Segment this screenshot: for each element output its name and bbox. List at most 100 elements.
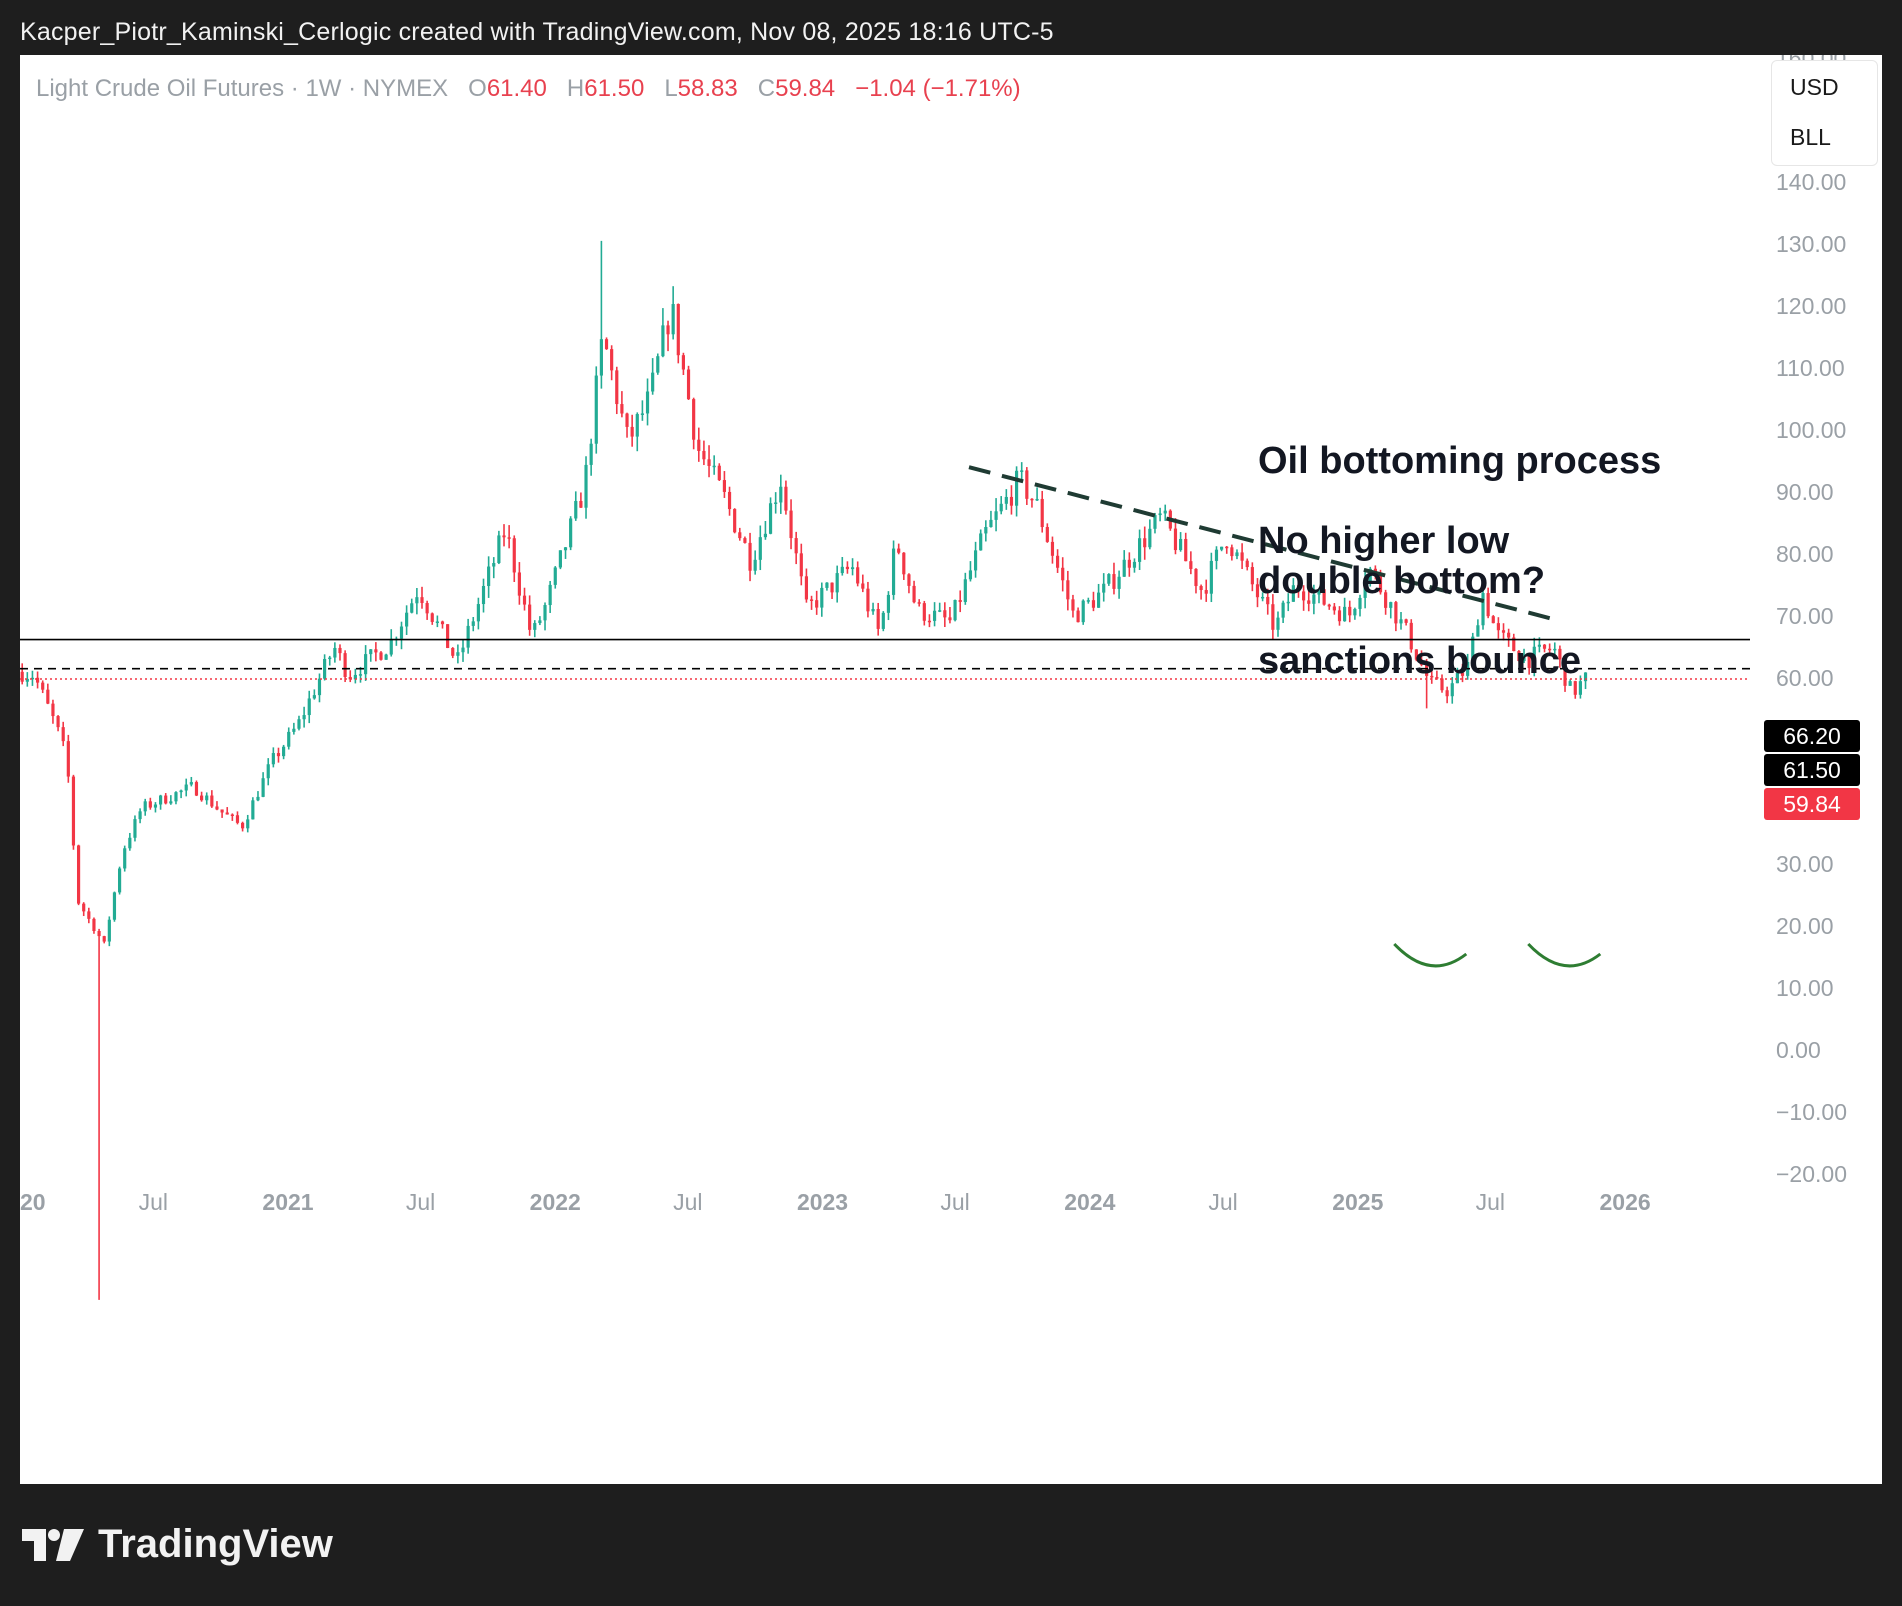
y-axis-tick-label: 80.00 <box>1776 541 1834 567</box>
candle-body <box>809 599 814 601</box>
annotation-double-bottom[interactable]: double bottom? <box>1258 560 1546 602</box>
candle-body <box>1496 623 1500 631</box>
candle-body <box>1568 681 1572 686</box>
x-axis-tick-label: 2024 <box>1064 1189 1115 1215</box>
y-axis-tick-label: 140.00 <box>1776 169 1846 195</box>
annotation-sanctions[interactable]: sanctions bounce <box>1258 640 1582 682</box>
candle-body <box>507 537 511 539</box>
candle-body <box>825 582 829 588</box>
annotation-no-higher-low[interactable]: No higher low <box>1258 520 1510 562</box>
candle-body <box>681 355 685 370</box>
candle-body <box>61 727 65 742</box>
candle-body <box>1281 602 1285 618</box>
candle-body <box>159 795 163 805</box>
candle-body <box>241 822 245 829</box>
candle-body <box>384 654 388 660</box>
candle-body <box>92 918 96 932</box>
candle-body <box>25 678 29 682</box>
candle-body <box>117 868 122 893</box>
candle-body <box>164 795 168 804</box>
candle-body <box>1163 510 1167 514</box>
candle-body <box>1004 496 1008 504</box>
candle-body <box>615 370 619 405</box>
candle-body <box>425 603 429 614</box>
candle-body <box>1517 651 1521 662</box>
y-axis-tick-label: 110.00 <box>1776 355 1845 381</box>
candle-body <box>748 542 752 571</box>
y-axis-tick-label: 30.00 <box>1776 851 1834 877</box>
x-axis-tick-label: 2022 <box>530 1189 581 1215</box>
candle-body <box>533 623 537 630</box>
candle-body <box>584 464 588 508</box>
candle-body <box>256 796 260 801</box>
candle-body <box>912 585 916 603</box>
candle-body <box>794 538 798 554</box>
candle-body <box>461 647 465 653</box>
candle-body <box>435 621 439 623</box>
candle-body <box>51 703 55 717</box>
candlestick-chart[interactable]: 180.00170.00160.00150.00140.00130.00120.… <box>20 55 1882 1484</box>
candle-body <box>553 567 557 585</box>
candle-body <box>56 716 60 728</box>
candle-body <box>569 518 573 548</box>
x-axis-tick-label: Jul <box>1476 1189 1505 1215</box>
candle-body <box>1107 574 1111 584</box>
candle-body <box>1112 574 1116 589</box>
currency-unit-selector[interactable]: USD BLL <box>1771 60 1878 166</box>
legend-high-value: 61.50 <box>584 75 645 102</box>
candle-body <box>205 795 209 801</box>
candle-body <box>338 647 342 654</box>
candle-body <box>1081 600 1085 623</box>
candle-body <box>712 465 716 468</box>
candle-body <box>1179 538 1183 551</box>
candle-body <box>845 566 850 570</box>
candle-body <box>722 480 727 492</box>
y-axis-tick-label: 70.00 <box>1776 603 1834 629</box>
candle-body <box>984 527 988 534</box>
tradingview-logo[interactable]: TradingView <box>22 1522 333 1567</box>
candle-body <box>399 626 404 639</box>
x-axis-tick-label: 2021 <box>262 1189 313 1215</box>
candle-body <box>1286 601 1290 604</box>
candle-body <box>1302 591 1306 601</box>
candle-body <box>235 815 240 823</box>
legend-symbol[interactable]: Light Crude Oil Futures · 1W · NYMEX <box>36 75 449 102</box>
currency-label[interactable]: USD <box>1790 74 1839 100</box>
annotation-bottoming[interactable]: Oil bottoming process <box>1258 440 1662 482</box>
candle-body <box>200 795 204 801</box>
candle-body <box>1353 608 1357 616</box>
candle-body <box>1009 496 1014 506</box>
candle-body <box>1271 604 1275 630</box>
candle-body <box>348 676 352 680</box>
x-axis-tick-label: Jul <box>1208 1189 1237 1215</box>
candle-body <box>1512 637 1516 652</box>
legend-close-label: C <box>757 75 776 102</box>
candle-body <box>835 573 839 593</box>
candle-body <box>302 715 306 720</box>
candle-body <box>307 698 311 716</box>
candle-body <box>1127 559 1131 568</box>
candle-body <box>1184 538 1188 562</box>
candle-body <box>1322 589 1326 605</box>
candle-body <box>451 648 455 656</box>
candle-body <box>1363 581 1367 598</box>
candle-body <box>1071 599 1075 611</box>
candle-body <box>323 659 327 679</box>
candle-body <box>1194 568 1198 587</box>
candle-body <box>415 597 419 604</box>
candle-body <box>599 339 603 376</box>
candle-body <box>1332 606 1336 611</box>
unit-label[interactable]: BLL <box>1790 124 1831 150</box>
candle-body <box>1501 630 1506 633</box>
candle-body <box>686 369 691 400</box>
chart-panel[interactable]: 180.00170.00160.00150.00140.00130.00120.… <box>20 55 1882 1484</box>
candle-body <box>287 731 291 747</box>
candle-body <box>907 574 911 586</box>
candle-body <box>1091 600 1096 608</box>
candle-body <box>784 486 788 511</box>
candle-body <box>128 837 132 849</box>
candle-body <box>502 535 506 538</box>
candle-body <box>948 617 952 621</box>
candle-body <box>1507 632 1511 638</box>
candle-body <box>1471 636 1475 662</box>
